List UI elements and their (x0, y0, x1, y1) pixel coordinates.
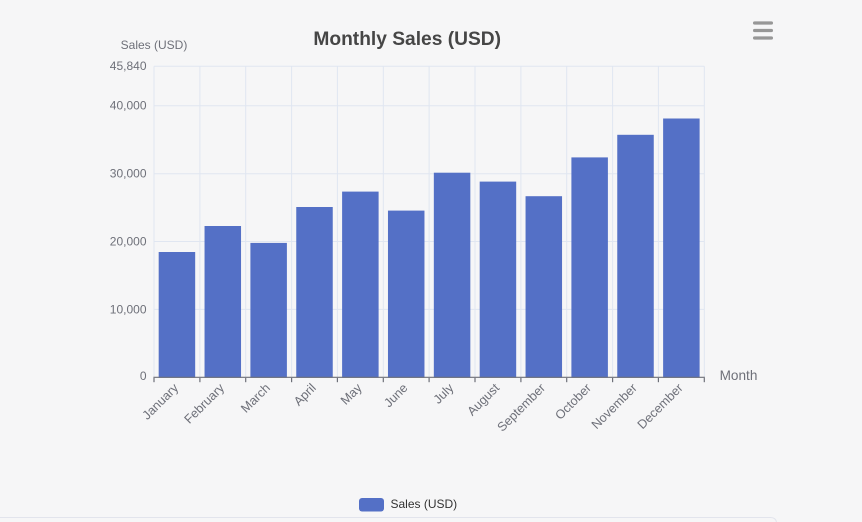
svg-text:Month: Month (720, 368, 758, 383)
svg-text:20,000: 20,000 (110, 234, 147, 248)
svg-text:Sales (USD): Sales (USD) (391, 497, 458, 511)
svg-text:Monthly Sales (USD): Monthly Sales (USD) (313, 29, 501, 50)
svg-text:10,000: 10,000 (110, 302, 147, 316)
svg-text:Sales (USD): Sales (USD) (121, 38, 188, 52)
svg-text:0: 0 (140, 369, 147, 383)
svg-text:40,000: 40,000 (110, 99, 147, 113)
svg-text:45,840: 45,840 (110, 59, 147, 73)
svg-text:30,000: 30,000 (110, 167, 147, 181)
